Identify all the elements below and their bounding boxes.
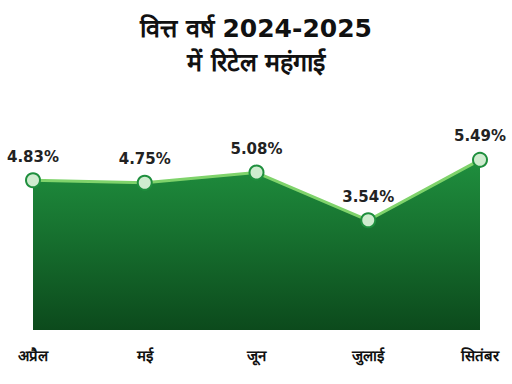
svg-text:मई: मई bbox=[136, 347, 154, 365]
svg-text:में रिटेल महंगाई: में रिटेल महंगाई bbox=[186, 48, 327, 77]
svg-text:जुलाई: जुलाई bbox=[351, 347, 385, 366]
svg-text:4.75%: 4.75% bbox=[119, 150, 171, 168]
svg-text:5.49%: 5.49% bbox=[454, 127, 506, 145]
svg-text:5.08%: 5.08% bbox=[230, 140, 282, 158]
svg-text:अप्रैल: अप्रैल bbox=[18, 347, 49, 365]
svg-text:सितंबर: सितंबर bbox=[460, 347, 500, 365]
svg-text:वित्त वर्ष 2024-2025: वित्त वर्ष 2024-2025 bbox=[139, 14, 372, 43]
svg-text:जून: जून bbox=[246, 347, 267, 366]
svg-text:4.83%: 4.83% bbox=[7, 148, 59, 166]
svg-text:3.54%: 3.54% bbox=[342, 188, 394, 206]
